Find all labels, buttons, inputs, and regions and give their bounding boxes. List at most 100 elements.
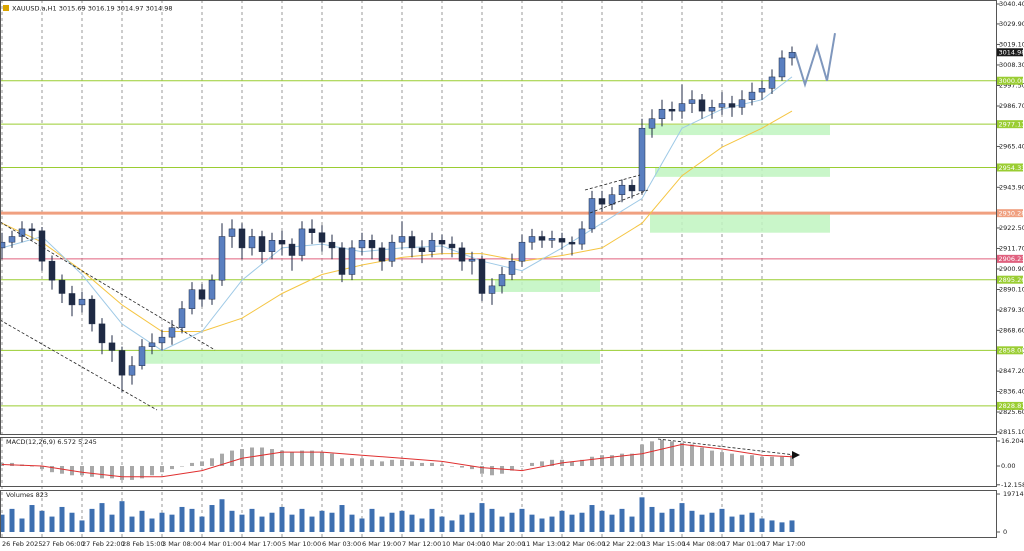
candle-body (298, 228, 306, 256)
volume-title: Volumes 823 (6, 491, 48, 499)
candle-body (0, 241, 6, 249)
volume-bar (759, 518, 765, 532)
candle-body (168, 327, 176, 338)
macd-bar (420, 462, 424, 467)
macd-bar (490, 466, 494, 476)
candle-body (728, 103, 736, 108)
volume-bar (789, 520, 795, 532)
volume-bar (729, 516, 735, 532)
level-label-bg (997, 275, 1023, 284)
volume-bar (149, 518, 155, 532)
y-tick-label: 2815.10 (999, 428, 1024, 436)
candle-body (688, 99, 696, 104)
y-tick-label: 2900.90 (999, 265, 1024, 273)
x-tick-label: 27 Feb 22:00 (82, 540, 125, 548)
volume-bar (309, 516, 315, 532)
level-label-bg (997, 401, 1023, 410)
volume-bar (179, 506, 185, 532)
volume-bar (599, 510, 605, 532)
level-label-bg (997, 120, 1023, 129)
macd-bar (150, 466, 154, 476)
volume-bar (129, 516, 135, 532)
y-tick-label: 3040.40 (999, 0, 1024, 8)
zone (645, 124, 830, 136)
volume-bar (99, 503, 105, 532)
candle-body (588, 198, 596, 230)
volume-bar (749, 512, 755, 532)
macd-bar (700, 447, 704, 467)
level-label: 2906.23 (999, 255, 1024, 263)
volume-bar (109, 514, 115, 532)
volume-bar (699, 514, 705, 532)
volume-bar (409, 514, 415, 532)
level-label-bg (997, 254, 1023, 263)
macd-bar (670, 441, 674, 467)
candle-body (608, 194, 616, 205)
volume-bar (709, 512, 715, 532)
price-label-bg (997, 48, 1023, 57)
y-tick-label: 0 (1003, 528, 1007, 536)
macd-bar (400, 459, 404, 467)
volume-bar (289, 514, 295, 532)
x-tick-label: 6 Mar 03:00 (322, 540, 361, 548)
candle-body (208, 279, 216, 300)
volume-bar (59, 506, 65, 532)
channel-line (589, 189, 649, 214)
macd-bar (80, 466, 84, 476)
volume-bar (629, 516, 635, 532)
macd-bar (210, 458, 214, 467)
candle-body (278, 240, 286, 245)
volume-bar (239, 514, 245, 532)
candle-body (88, 298, 96, 325)
volume-bar (9, 508, 15, 532)
candle-body (398, 236, 406, 243)
candle-body (598, 198, 606, 205)
macd-bar (90, 466, 94, 477)
candle-body (768, 76, 776, 89)
macd-bar (30, 466, 34, 467)
overlay-line (1, 110, 793, 332)
candle-body (28, 228, 36, 232)
volume-bar (39, 510, 45, 532)
volume-bar (539, 518, 545, 532)
current-price-label: 3014.98 (999, 49, 1024, 57)
channel-line (584, 174, 641, 191)
volume-bar (769, 520, 775, 532)
macd-signal (1, 443, 793, 478)
y-tick-label: 2911.70 (999, 244, 1024, 252)
candle-body (418, 247, 426, 252)
macd-bar (550, 459, 554, 467)
x-tick-label: 12 Mar 22:00 (602, 540, 645, 548)
volume-bar (689, 510, 695, 532)
y-tick-label: 2986.70 (999, 102, 1024, 110)
volume-bar (649, 506, 655, 532)
macd-bar (330, 453, 334, 467)
volume-bar (29, 505, 35, 532)
macd-bar (610, 455, 614, 467)
volume-bar (19, 518, 25, 532)
x-tick-label: 10 Mar 04:00 (442, 540, 485, 548)
x-tick-label: 14 Mar 08:00 (682, 540, 725, 548)
macd-bar (190, 462, 194, 467)
level-label-bg (997, 346, 1023, 355)
y-tick-label: 2847.20 (999, 367, 1024, 375)
y-tick-label: 2943.90 (999, 183, 1024, 191)
chart-title: XAUUSD.a,H1 3015.69 3016.19 3014.97 3014… (12, 5, 172, 13)
candle-body (628, 184, 636, 192)
macd-bar (440, 464, 444, 467)
candle-body (368, 240, 376, 249)
level-label: 2930.28 (999, 209, 1024, 217)
macd-bar (290, 452, 294, 467)
y-tick-label: 16.204 (1001, 437, 1024, 445)
volume-bar (379, 516, 385, 532)
volume-bar (569, 514, 575, 532)
volume-bar (589, 505, 595, 532)
candle-body (128, 365, 136, 376)
candle-body (18, 228, 26, 237)
candle-body (488, 285, 496, 294)
candle-body (758, 88, 766, 93)
volume-bar (389, 512, 395, 532)
